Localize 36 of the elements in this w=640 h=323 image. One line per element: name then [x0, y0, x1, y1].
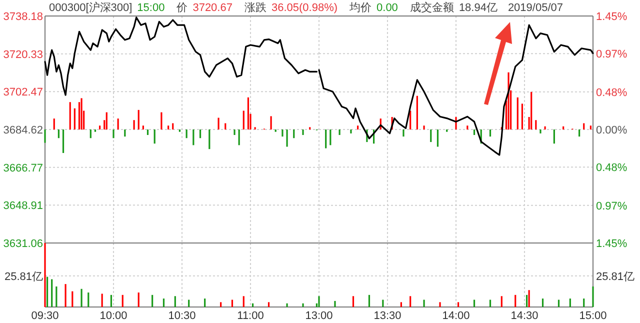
- x-tick-label: 13:00: [305, 310, 333, 322]
- y-tick-label: 25.81亿: [4, 270, 43, 283]
- y-tick-label: 3666.77: [3, 162, 43, 174]
- x-tick-label: 13:30: [374, 310, 402, 322]
- text: 36.05(0.98%): [271, 2, 338, 14]
- y2-tick-label: 0.48%: [596, 162, 628, 174]
- x-tick-label: 10:00: [100, 310, 128, 322]
- y2-tick-label: 0.48%: [596, 86, 628, 99]
- y-tick-label: 3648.91: [3, 200, 43, 212]
- y-tick-label: 25.81亿: [596, 270, 635, 283]
- y2-tick-label: 1.45%: [596, 11, 628, 23]
- y-tick-label: 3631.06: [3, 238, 43, 250]
- text: 0.00: [376, 2, 398, 14]
- text: 000300[沪深300]: [49, 1, 132, 14]
- x-tick-label: 14:00: [442, 310, 470, 322]
- text: 价: [176, 2, 188, 14]
- x-tick-label: 11:00: [237, 310, 264, 322]
- x-tick-label: 10:30: [168, 310, 196, 322]
- text: 3720.67: [192, 2, 232, 14]
- y2-tick-label: 1.45%: [596, 238, 628, 250]
- y2-tick-label: 0.97%: [596, 48, 628, 61]
- text: 15:00: [137, 2, 165, 14]
- y-tick-label: 3702.47: [3, 86, 43, 99]
- y2-tick-label: 0.00%: [596, 124, 628, 136]
- y2-tick-label: 0.97%: [596, 200, 628, 212]
- x-tick-label: 14:30: [510, 310, 538, 322]
- x-tick-label: 09:30: [31, 310, 59, 322]
- text: 成交金额: [410, 1, 454, 14]
- text: 均价: [348, 2, 372, 14]
- y-tick-label: 3720.33: [3, 48, 43, 61]
- text: 18.94亿: [458, 2, 498, 14]
- text: 涨跌: [244, 2, 266, 14]
- text: 2019/05/07: [508, 2, 563, 14]
- y-tick-label: 3738.18: [3, 11, 43, 23]
- x-tick-label: 15:00: [579, 310, 607, 322]
- y-tick-label: 3684.62: [3, 124, 43, 136]
